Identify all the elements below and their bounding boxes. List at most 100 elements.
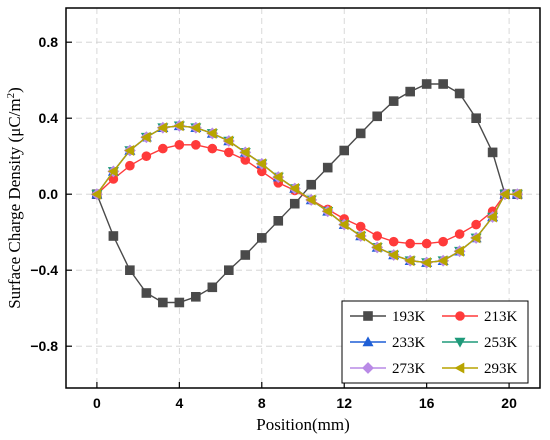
data-point [405, 238, 415, 249]
data-point [157, 122, 168, 134]
legend-marker [454, 337, 466, 348]
legend-marker [455, 311, 465, 321]
data-point [371, 241, 382, 253]
data-point [224, 265, 234, 276]
legend-item: 273K [350, 361, 426, 377]
data-point [454, 245, 464, 257]
y-axis-title-close: ) [5, 87, 24, 93]
data-point [499, 188, 510, 200]
data-point [405, 86, 415, 97]
y-axis-title-exponent: 2 [5, 93, 17, 99]
data-point [107, 165, 118, 177]
legend-marker [362, 362, 374, 374]
legend-label: 273K [392, 361, 426, 377]
data-point [339, 145, 350, 156]
y-tick-label: 0.4 [39, 110, 59, 126]
data-point [174, 140, 185, 150]
data-point [372, 231, 382, 241]
series-293K [91, 120, 522, 269]
x-tick-label: 20 [501, 395, 517, 411]
data-point [289, 182, 300, 195]
data-point [471, 219, 481, 230]
plot-series [90, 79, 524, 308]
legend-item: 213K [442, 309, 518, 325]
data-point [206, 127, 217, 139]
data-point [256, 233, 267, 243]
y-axis-title-main: Surface Charge Density ( [5, 136, 24, 308]
legend-item: 293K [442, 361, 518, 377]
data-point [355, 230, 366, 242]
data-point [223, 135, 234, 147]
data-point [322, 205, 333, 217]
y-axis-title: Surface Charge Density (μC/m2) [5, 87, 24, 309]
data-point [305, 194, 316, 206]
legend-item: 253K [442, 335, 518, 351]
data-point [454, 229, 465, 239]
x-axis-title: Position(mm) [256, 415, 350, 434]
data-point [190, 122, 201, 134]
x-tick-label: 0 [93, 395, 101, 411]
series-253K [91, 121, 523, 269]
legend-label: 253K [484, 335, 518, 351]
data-point [141, 288, 152, 298]
data-point [338, 219, 349, 231]
data-point [470, 232, 481, 244]
legend-item: 233K [350, 335, 426, 351]
data-point [355, 221, 366, 232]
x-tick-label: 8 [258, 395, 266, 411]
data-point [158, 297, 168, 308]
y-axis-title-unit: μC/m [5, 98, 24, 136]
data-point [91, 188, 102, 200]
data-point [355, 128, 366, 139]
data-point [140, 131, 151, 143]
legend-marker [454, 362, 465, 374]
data-point [289, 198, 300, 209]
axis-ticks: 0 4 8 12 16 20 0.8 0.4 0.0 −0.4 −0.8 [30, 34, 517, 411]
data-point [388, 236, 399, 247]
y-tick-label: 0.0 [39, 186, 59, 202]
y-tick-label: 0.8 [39, 34, 59, 50]
data-point [372, 111, 382, 122]
legend-marker [362, 336, 374, 347]
data-point [273, 216, 284, 226]
series-193K [92, 79, 523, 308]
data-point [256, 158, 267, 170]
data-point [207, 143, 218, 154]
plot-frame [65, 7, 541, 389]
data-point [173, 120, 184, 132]
legend-label: 193K [392, 309, 426, 325]
data-point [158, 143, 168, 154]
data-point [486, 211, 497, 223]
data-point [421, 79, 432, 89]
data-point [421, 257, 431, 269]
legend-label: 233K [392, 335, 426, 351]
legend: 193K 213K 233K 253K 273K 293K [341, 300, 529, 384]
data-point [438, 79, 448, 89]
data-point [471, 113, 481, 123]
x-tick-label: 4 [175, 395, 183, 411]
data-point [125, 265, 135, 276]
legend-label: 293K [484, 361, 518, 377]
data-point [207, 282, 218, 293]
data-point [191, 291, 201, 302]
data-point [240, 250, 251, 260]
data-point [421, 238, 432, 249]
data-point [239, 146, 250, 158]
data-point [437, 255, 448, 267]
data-point [174, 297, 185, 308]
data-point [438, 236, 448, 247]
data-point [454, 88, 465, 99]
data-point [224, 147, 234, 158]
data-point [511, 188, 522, 200]
series-line [96, 83, 518, 304]
legend-label: 213K [484, 309, 518, 325]
data-point [191, 140, 201, 150]
x-tick-label: 16 [419, 395, 435, 411]
data-point [141, 151, 152, 161]
data-point [306, 179, 317, 190]
y-tick-label: −0.8 [30, 338, 58, 354]
data-point [108, 231, 119, 241]
data-point [388, 249, 398, 261]
data-point [388, 96, 399, 106]
